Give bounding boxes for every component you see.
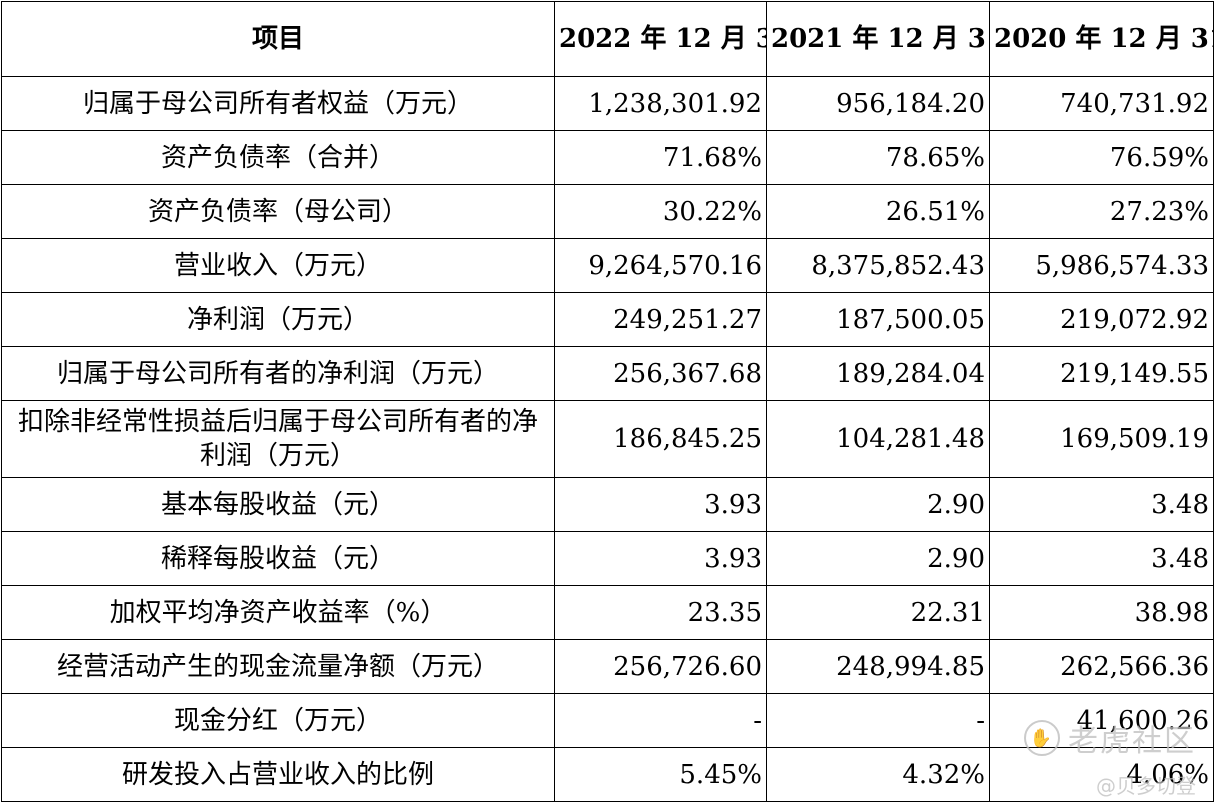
value-2021: 8,375,852.43	[766, 238, 990, 293]
row-label: 净利润（万元）	[1, 292, 555, 347]
table-row: 基本每股收益（元） 3.93 2.90 3.48	[1, 477, 1214, 532]
table-row: 加权平均净资产收益率（%） 23.35 22.31 38.98	[1, 585, 1214, 640]
row-label: 资产负债率（母公司）	[1, 184, 555, 239]
value-2021: 189,284.04	[766, 346, 990, 401]
value-2022: -	[554, 693, 767, 748]
table-row: 研发投入占营业收入的比例 5.45% 4.32% 4.06%	[1, 747, 1214, 802]
value-2022: 5.45%	[554, 747, 767, 802]
value-2022: 249,251.27	[554, 292, 767, 347]
value-2021: 26.51%	[766, 184, 990, 239]
row-label: 现金分红（万元）	[1, 693, 555, 748]
table-row: 营业收入（万元） 9,264,570.16 8,375,852.43 5,986…	[1, 238, 1214, 293]
value-2021: 2.90	[766, 477, 990, 532]
row-label: 资产负债率（合并）	[1, 130, 555, 185]
row-label: 经营活动产生的现金流量净额（万元）	[1, 639, 555, 694]
value-2022: 256,726.60	[554, 639, 767, 694]
table-row: 归属于母公司所有者权益（万元） 1,238,301.92 956,184.20 …	[1, 76, 1214, 131]
header-2020: 2020 年 12 月 31 日/2020 年度	[989, 1, 1214, 77]
value-2020: 740,731.92	[989, 76, 1214, 131]
value-2022: 3.93	[554, 531, 767, 586]
row-label: 稀释每股收益（元）	[1, 531, 555, 586]
value-2021: 956,184.20	[766, 76, 990, 131]
value-2022: 9,264,570.16	[554, 238, 767, 293]
table-row: 现金分红（万元） - - 41,600.26	[1, 693, 1214, 748]
value-2021: 4.32%	[766, 747, 990, 802]
table-row: 扣除非经常性损益后归属于母公司所有者的净利润（万元） 186,845.25 10…	[1, 400, 1214, 478]
row-label: 归属于母公司所有者的净利润（万元）	[1, 346, 555, 401]
row-label: 研发投入占营业收入的比例	[1, 747, 555, 802]
value-2022: 256,367.68	[554, 346, 767, 401]
header-2021: 2021 年 12 月 31 日/2021 年度	[766, 1, 990, 77]
value-2022: 186,845.25	[554, 400, 767, 478]
value-2020: 219,072.92	[989, 292, 1214, 347]
value-2021: 78.65%	[766, 130, 990, 185]
value-2020: 41,600.26	[989, 693, 1214, 748]
header-item: 项目	[1, 1, 555, 77]
table-row: 净利润（万元） 249,251.27 187,500.05 219,072.92	[1, 292, 1214, 347]
row-label: 归属于母公司所有者权益（万元）	[1, 76, 555, 131]
value-2021: 22.31	[766, 585, 990, 640]
value-2020: 4.06%	[989, 747, 1214, 802]
value-2020: 262,566.36	[989, 639, 1214, 694]
value-2020: 76.59%	[989, 130, 1214, 185]
table-row: 经营活动产生的现金流量净额（万元） 256,726.60 248,994.85 …	[1, 639, 1214, 694]
table-row: 资产负债率（母公司） 30.22% 26.51% 27.23%	[1, 184, 1214, 239]
table-row: 稀释每股收益（元） 3.93 2.90 3.48	[1, 531, 1214, 586]
value-2022: 1,238,301.92	[554, 76, 767, 131]
value-2021: 2.90	[766, 531, 990, 586]
value-2020: 3.48	[989, 477, 1214, 532]
table-row: 归属于母公司所有者的净利润（万元） 256,367.68 189,284.04 …	[1, 346, 1214, 401]
value-2020: 169,509.19	[989, 400, 1214, 478]
header-2022: 2022 年 12 月 31 日/2022 年度	[554, 1, 767, 77]
value-2021: -	[766, 693, 990, 748]
value-2020: 38.98	[989, 585, 1214, 640]
value-2022: 3.93	[554, 477, 767, 532]
value-2022: 30.22%	[554, 184, 767, 239]
table-row: 资产负债率（合并） 71.68% 78.65% 76.59%	[1, 130, 1214, 185]
value-2022: 23.35	[554, 585, 767, 640]
value-2022: 71.68%	[554, 130, 767, 185]
row-label: 加权平均净资产收益率（%）	[1, 585, 555, 640]
row-label: 营业收入（万元）	[1, 238, 555, 293]
value-2020: 219,149.55	[989, 346, 1214, 401]
value-2021: 104,281.48	[766, 400, 990, 478]
value-2021: 248,994.85	[766, 639, 990, 694]
value-2020: 27.23%	[989, 184, 1214, 239]
row-label: 扣除非经常性损益后归属于母公司所有者的净利润（万元）	[1, 400, 555, 478]
value-2021: 187,500.05	[766, 292, 990, 347]
value-2020: 3.48	[989, 531, 1214, 586]
row-label: 基本每股收益（元）	[1, 477, 555, 532]
value-2020: 5,986,574.33	[989, 238, 1214, 293]
header-row: 项目 2022 年 12 月 31 日/2022 年度 2021 年 12 月 …	[1, 1, 1214, 77]
